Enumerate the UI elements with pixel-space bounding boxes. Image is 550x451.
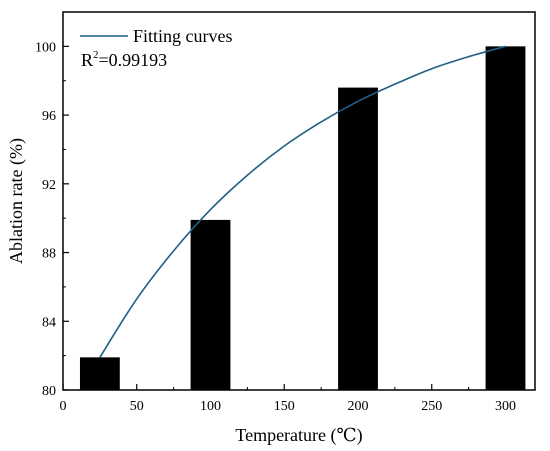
y-tick-label: 88: [42, 247, 56, 262]
y-tick-label: 100: [35, 40, 56, 55]
r-squared-prefix: R: [81, 50, 93, 70]
x-axis-title: Temperature (℃): [235, 425, 362, 446]
x-tick-label: 150: [274, 399, 295, 414]
y-tick-label: 92: [42, 178, 56, 193]
legend: Fitting curves R2=0.99193: [80, 26, 233, 70]
x-tick-label: 100: [200, 399, 221, 414]
bar-300: [485, 46, 526, 390]
x-tick-label: 50: [130, 399, 144, 414]
r-squared-value: =0.99193: [99, 50, 168, 70]
y-tick-label: 84: [42, 315, 56, 330]
x-tick-label: 250: [421, 399, 442, 414]
y-tick-label: 96: [42, 109, 56, 124]
bar-100: [190, 219, 231, 390]
x-tick-label: 200: [348, 399, 369, 414]
x-axis: 0 50 100 150 200 250 300: [60, 384, 516, 414]
r-squared-annotation: R2=0.99193: [81, 49, 167, 70]
bars-group: [79, 46, 526, 390]
y-tick-label: 80: [42, 384, 56, 399]
x-tick-label: 0: [60, 399, 67, 414]
bar-200: [338, 87, 378, 390]
r-squared-superscript: 2: [93, 49, 99, 61]
plot-area-frame: [62, 11, 536, 391]
x-tick-label: 300: [495, 399, 516, 414]
y-axis: 80 84 88 92 96 100: [35, 40, 69, 399]
y-axis-title: Ablation rate (%): [6, 138, 27, 264]
legend-label-fitting-curves: Fitting curves: [133, 26, 233, 46]
bar-25: [79, 357, 120, 390]
fitting-curve: [99, 45, 506, 358]
